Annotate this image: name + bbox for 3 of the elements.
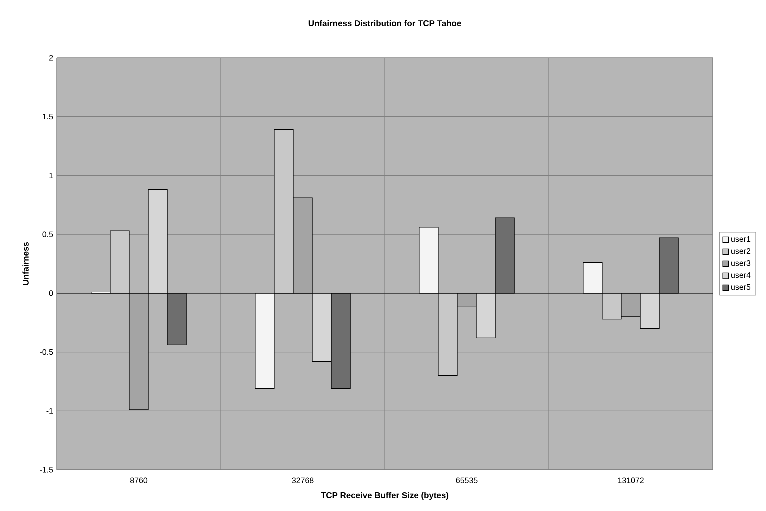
y-axis-title: Unfairness [22,242,29,286]
x-axis-title: TCP Receive Buffer Size (bytes) [321,492,449,500]
chart-title: Unfairness Distribution for TCP Tahoe [308,20,462,26]
